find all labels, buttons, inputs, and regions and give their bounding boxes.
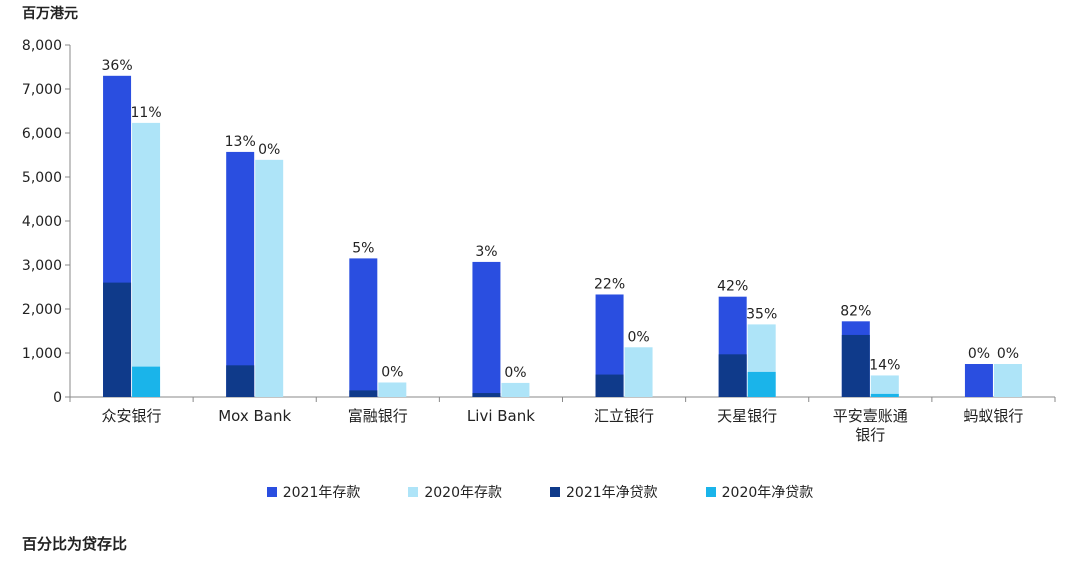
data-label-ratio-2021: 82% xyxy=(840,303,871,319)
data-label-ratio-2020: 0% xyxy=(381,364,403,380)
bar-deposit-2020 xyxy=(870,375,899,397)
bar-loan-2021 xyxy=(226,365,255,397)
x-category-label: 银行 xyxy=(855,426,885,444)
data-label-ratio-2020: 14% xyxy=(869,357,900,373)
bar-loan-2021 xyxy=(103,282,132,397)
footnote: 百分比为贷存比 xyxy=(22,535,128,553)
x-category-label: 蚂蚁银行 xyxy=(963,407,1023,425)
data-label-ratio-2020: 0% xyxy=(258,142,280,158)
bar-deposit-2021 xyxy=(472,261,501,397)
bar-deposit-2020 xyxy=(378,382,407,397)
y-tick-label: 0 xyxy=(53,390,62,406)
bar-loan-2021 xyxy=(718,354,747,397)
data-label-ratio-2020: 0% xyxy=(504,365,526,381)
y-tick-label: 2,000 xyxy=(22,302,62,318)
data-label-ratio-2020: 0% xyxy=(997,346,1019,362)
bar-loan-2020 xyxy=(747,371,776,397)
bar-deposit-2021 xyxy=(226,151,255,397)
data-label-ratio-2021: 3% xyxy=(475,244,497,260)
bar-deposit-2020 xyxy=(501,382,530,397)
y-tick-label: 3,000 xyxy=(22,258,62,274)
x-category-label: 天星银行 xyxy=(717,407,777,425)
unit-label: 百万港元 xyxy=(22,6,78,22)
data-label-ratio-2021: 42% xyxy=(717,279,748,295)
bar-deposit-2020 xyxy=(255,159,284,397)
legend-item-loan-2021: 2021年净贷款 xyxy=(550,482,658,502)
y-tick-label: 6,000 xyxy=(22,126,62,142)
bar-deposit-2020 xyxy=(132,122,161,397)
bar-deposit-2020 xyxy=(624,347,653,397)
bar-loan-2021 xyxy=(349,390,378,397)
bar-loan-2020 xyxy=(132,366,161,397)
legend-label-deposit-2021: 2021年存款 xyxy=(282,485,361,501)
bar-deposit-2021 xyxy=(349,258,378,397)
legend-label-loan-2021: 2021年净贷款 xyxy=(566,485,658,501)
data-label-ratio-2021: 5% xyxy=(352,240,374,256)
y-tick-label: 8,000 xyxy=(22,38,62,54)
bar-loan-2021 xyxy=(595,374,624,397)
legend-item-deposit-2020: 2020年存款 xyxy=(408,482,502,502)
x-category-label: 汇立银行 xyxy=(594,407,654,425)
bar-deposit-2021 xyxy=(964,364,993,397)
data-label-ratio-2021: 36% xyxy=(102,58,133,74)
y-tick-label: 7,000 xyxy=(22,82,62,98)
data-label-ratio-2020: 35% xyxy=(746,306,777,322)
data-label-ratio-2021: 0% xyxy=(968,346,990,362)
legend-swatch-deposit-2021 xyxy=(266,487,277,497)
bar-loan-2021 xyxy=(472,393,501,397)
data-label-ratio-2020: 0% xyxy=(627,329,649,345)
legend-item-deposit-2021: 2021年存款 xyxy=(266,482,361,502)
y-tick-label: 1,000 xyxy=(22,346,62,362)
legend-label-deposit-2020: 2020年存款 xyxy=(424,485,502,501)
x-category-label: Mox Bank xyxy=(218,407,291,425)
x-category-label: 平安壹账通 xyxy=(833,407,908,425)
legend: 2021年存款 2020年存款 2021年净贷款 2020年净贷款 xyxy=(0,482,1080,502)
legend-item-loan-2020: 2020年净贷款 xyxy=(705,482,814,502)
x-category-label: Livi Bank xyxy=(467,407,535,425)
bar-chart: 0 1,000 2,000 3,000 4,000 5,000 6,000 7,000 8,00… xyxy=(22,38,1056,444)
legend-label-loan-2020: 2020年净贷款 xyxy=(721,485,814,501)
x-category-label: 富融银行 xyxy=(348,407,408,425)
x-category-label: 众安银行 xyxy=(102,407,162,425)
y-tick-label: 5,000 xyxy=(22,170,62,186)
bar-loan-2021 xyxy=(841,334,870,397)
y-tick-label: 4,000 xyxy=(22,214,62,230)
data-label-ratio-2020: 11% xyxy=(131,105,162,121)
data-label-ratio-2021: 13% xyxy=(225,134,256,150)
legend-swatch-loan-2021 xyxy=(550,487,560,497)
data-label-ratio-2021: 22% xyxy=(594,276,625,292)
legend-swatch-loan-2020 xyxy=(705,487,716,497)
legend-swatch-deposit-2020 xyxy=(408,487,419,497)
bar-deposit-2020 xyxy=(993,364,1022,397)
bar-loan-2020 xyxy=(870,393,899,397)
